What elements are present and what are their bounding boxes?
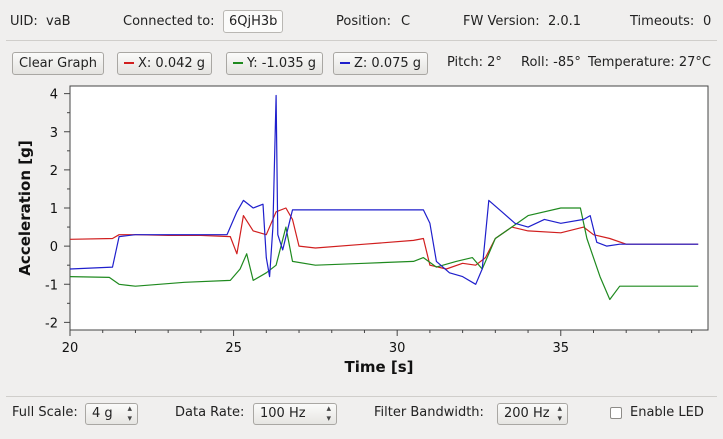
acceleration-plot[interactable]: 20 25 30 35 -2 -1 0 1 2 3 4 Time [s] Acceleration [g… bbox=[0, 82, 723, 394]
x-tick-label: 20 bbox=[62, 341, 79, 356]
position-value: C bbox=[401, 14, 411, 29]
y-tick-label: 3 bbox=[50, 126, 58, 141]
z-channel-label: Z: 0.075 g bbox=[354, 56, 422, 71]
y-tick-label: 2 bbox=[50, 164, 58, 179]
enable-led-label: Enable LED bbox=[630, 405, 704, 420]
plot-canvas bbox=[69, 85, 709, 331]
divider bbox=[6, 396, 717, 397]
y-tick-label: -2 bbox=[45, 316, 58, 331]
x-channel-label: X: 0.042 g bbox=[138, 56, 206, 71]
enable-led-checkbox[interactable] bbox=[610, 407, 622, 419]
filter-bandwidth-value: 200 Hz bbox=[504, 406, 550, 421]
x-tick-label: 35 bbox=[552, 341, 569, 356]
timeouts-label: Timeouts: bbox=[630, 14, 695, 29]
full-scale-value: 4 g bbox=[92, 406, 113, 421]
x-tick-label: 30 bbox=[389, 341, 406, 356]
y-tick-label: 4 bbox=[50, 88, 58, 103]
data-rate-value: 100 Hz bbox=[260, 406, 306, 421]
z-channel-button[interactable]: Z: 0.075 g bbox=[333, 52, 429, 75]
x-axis-label: Time [s] bbox=[344, 358, 413, 376]
clear-graph-button[interactable]: Clear Graph bbox=[12, 52, 105, 75]
y-channel-label: Y: -1.035 g bbox=[247, 56, 317, 71]
filter-bandwidth-label: Filter Bandwidth: bbox=[374, 405, 484, 420]
y-tick-label: -1 bbox=[45, 278, 58, 293]
fw-version-value: 2.0.1 bbox=[548, 14, 582, 29]
divider bbox=[6, 40, 717, 41]
series-line-y bbox=[69, 207, 699, 301]
fw-version-label: FW Version: bbox=[463, 14, 540, 29]
x-tick-label: 25 bbox=[225, 341, 242, 356]
data-rate-select[interactable]: 100 Hz ▴ ▾ bbox=[253, 403, 337, 425]
spin-arrows-icon: ▴ ▾ bbox=[127, 404, 132, 424]
y-channel-button[interactable]: Y: -1.035 g bbox=[226, 52, 324, 75]
uid-value: vaB bbox=[46, 14, 71, 29]
y-legend-swatch bbox=[233, 61, 243, 64]
temperature-readout: Temperature: 27°C bbox=[588, 55, 711, 70]
x-legend-swatch bbox=[124, 61, 134, 64]
y-tick-label: 1 bbox=[50, 202, 58, 217]
position-label: Position: bbox=[336, 14, 391, 29]
x-channel-button[interactable]: X: 0.042 g bbox=[117, 52, 213, 75]
uid-label: UID: bbox=[10, 14, 38, 29]
connected-uid-link[interactable]: 6QjH3b bbox=[223, 10, 284, 33]
device-info-bar: UID: vaB Connected to: 6QjH3b Position: … bbox=[0, 4, 723, 36]
data-rate-label: Data Rate: bbox=[175, 405, 245, 420]
full-scale-select[interactable]: 4 g ▴ ▾ bbox=[85, 403, 138, 425]
z-legend-swatch bbox=[340, 61, 350, 64]
roll-readout: Roll: -85° bbox=[521, 55, 581, 70]
spin-arrows-icon: ▴ ▾ bbox=[557, 404, 562, 424]
pitch-readout: Pitch: 2° bbox=[447, 55, 502, 70]
timeouts-value: 0 bbox=[703, 14, 712, 29]
series-line-x bbox=[69, 207, 699, 270]
connected-label: Connected to: bbox=[123, 14, 215, 29]
filter-bandwidth-select[interactable]: 200 Hz ▴ ▾ bbox=[497, 403, 568, 425]
spin-arrows-icon: ▴ ▾ bbox=[326, 404, 331, 424]
y-axis-label: Acceleration [g] bbox=[16, 140, 34, 275]
y-tick-label: 0 bbox=[50, 240, 58, 255]
full-scale-label: Full Scale: bbox=[12, 405, 78, 420]
series-line-z bbox=[69, 94, 699, 285]
